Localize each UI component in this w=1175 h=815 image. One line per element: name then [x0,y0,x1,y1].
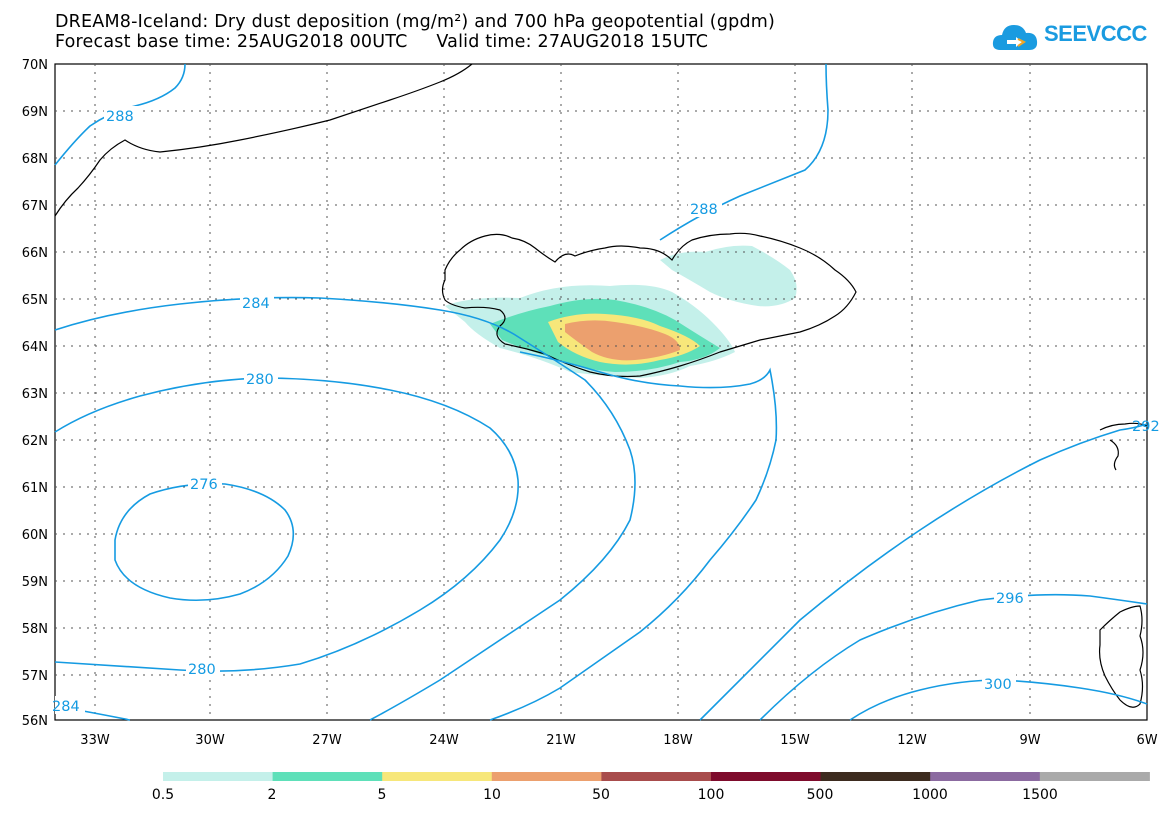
legend-label: 10 [483,787,501,803]
legend-swatch [163,772,274,781]
legend-label: 1000 [912,787,948,803]
latitude-label: 61N [22,481,48,496]
dust-deposition-area [445,245,797,378]
latitude-label: 63N [22,387,48,402]
longitude-label: 12W [897,733,927,748]
longitude-label: 27W [312,733,342,748]
contour-label-group: 288 288 284 280 276 280 284 296 300 292 [52,106,1160,715]
contour-label: 288 [690,202,718,218]
latitude-label: 64N [22,340,48,355]
longitude-label: 33W [80,733,110,748]
legend-label: 1500 [1022,787,1058,803]
legend-swatch [1039,772,1150,781]
latitude-label: 66N [22,246,48,261]
legend-label: 100 [698,787,725,803]
legend-swatch [601,772,712,781]
longitude-axis: 33W 30W 27W 24W 21W 18W 15W 12W 9W 6W [80,733,1157,748]
legend-label: 50 [592,787,610,803]
longitude-label: 24W [429,733,459,748]
latitude-label: 60N [22,528,48,543]
graticule [55,64,1147,720]
legend-label: 0.5 [152,787,174,803]
longitude-label: 18W [663,733,693,748]
latitude-label: 62N [22,434,48,449]
contour-label: 280 [188,662,216,678]
legend-swatch [711,772,822,781]
latitude-label: 69N [22,105,48,120]
contour-label: 276 [190,477,218,493]
map-frame [54,63,1148,721]
latitude-label: 59N [22,575,48,590]
map-subtitle: Forecast base time: 25AUG2018 00UTC Vali… [55,32,709,52]
latitude-label: 57N [22,669,48,684]
legend-swatch [820,772,931,781]
longitude-label: 15W [780,733,810,748]
latitude-label: 65N [22,293,48,308]
longitude-label: 6W [1136,733,1157,748]
contour-label: 280 [246,372,274,388]
legend-labels: 0.5 2 5 10 50 100 500 1000 1500 [152,787,1058,803]
longitude-label: 9W [1019,733,1040,748]
latitude-axis: 70N 69N 68N 67N 66N 65N 64N 63N 62N 61N … [22,58,48,729]
map-title: DREAM8-Iceland: Dry dust deposition (mg/… [55,12,776,32]
contour-label: 284 [52,699,80,715]
legend-swatch [272,772,383,781]
contour-label: 300 [984,677,1012,693]
contour-label: 292 [1132,419,1160,435]
legend-swatch [382,772,493,781]
logo-text: SEEVCCC [1044,21,1147,46]
color-legend [163,772,1150,781]
latitude-label: 70N [22,58,48,73]
longitude-label: 30W [195,733,225,748]
cloud-logo-icon [992,25,1038,50]
longitude-label: 21W [546,733,576,748]
latitude-label: 68N [22,152,48,167]
latitude-label: 67N [22,199,48,214]
contour-label: 284 [242,296,270,312]
latitude-label: 58N [22,622,48,637]
coastline [54,63,1148,708]
legend-swatch [930,772,1041,781]
legend-label: 500 [807,787,834,803]
legend-label: 5 [378,787,387,803]
contour-label: 296 [996,591,1024,607]
legend-swatch [491,772,602,781]
legend-label: 2 [268,787,277,803]
latitude-label: 56N [22,714,48,729]
contour-label: 288 [106,109,134,125]
